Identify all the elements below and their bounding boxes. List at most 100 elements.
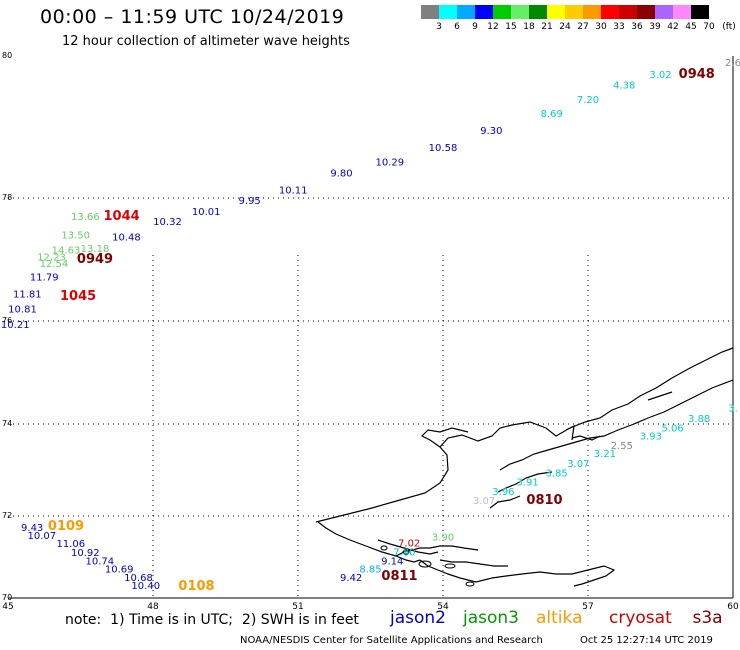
longitude-label: 48 — [147, 602, 159, 612]
color-scale-tick-label: (ft) — [722, 22, 736, 32]
note-text: note: 1) Time is in UTC; 2) SWH is in fe… — [65, 612, 359, 628]
color-swatch — [493, 5, 511, 19]
satellite-legend-s3a: s3a — [692, 608, 723, 628]
wave-height-value: 10.29 — [376, 157, 405, 168]
color-swatch — [457, 5, 475, 19]
wave-height-value: 9.30 — [480, 126, 502, 137]
wave-height-value: 3.07 — [473, 496, 495, 507]
color-scale-tick-label: 42 — [667, 22, 679, 32]
latitude-label: 76 — [2, 316, 12, 325]
color-scale-tick-label: 36 — [631, 22, 643, 32]
wave-height-value: 10.21 — [1, 320, 30, 331]
color-scale-tick-label: 27 — [577, 22, 589, 32]
wave-height-value: 7.80 — [393, 547, 415, 558]
wave-height-value: 10.69 — [105, 565, 134, 576]
wave-height-value: 3.02 — [649, 70, 671, 81]
color-scale-tick-label: 9 — [472, 22, 478, 32]
wave-height-value: 10.58 — [429, 143, 458, 154]
island-outline — [418, 560, 432, 568]
wave-height-value: 13.66 — [71, 212, 100, 223]
pass-time-label: 0109 — [48, 519, 84, 534]
latitude-label: 70 — [2, 593, 12, 602]
wave-height-value: 12.54 — [40, 259, 69, 270]
color-swatch — [565, 5, 583, 19]
wave-height-value: 11.81 — [13, 290, 42, 301]
color-swatch — [655, 5, 673, 19]
wave-height-value: 3.88 — [688, 414, 710, 425]
wave-height-value: 3. — [728, 404, 738, 415]
color-scale-tick-label: 39 — [649, 22, 661, 32]
footer-credit: NOAA/NESDIS Center for Satellite Applica… — [240, 635, 543, 646]
latitude-label: 72 — [2, 511, 12, 520]
wave-height-value: 10.40 — [131, 581, 160, 592]
color-swatch — [601, 5, 619, 19]
wave-height-value: 7.02 — [398, 538, 420, 549]
latitude-label: 74 — [2, 419, 12, 428]
wave-height-value: 12.23 — [37, 253, 66, 264]
color-scale-tick-label: 6 — [454, 22, 460, 32]
longitude-label: 54 — [437, 602, 449, 612]
wave-height-value: 3.07 — [567, 459, 589, 470]
coastline — [419, 559, 616, 587]
color-swatch — [673, 5, 691, 19]
wave-height-value: 13.50 — [61, 231, 90, 242]
footer-date: Oct 25 12:27:14 UTC 2019 — [580, 635, 713, 646]
wave-height-value: 9.43 — [21, 523, 43, 534]
wave-height-value: 11.79 — [30, 272, 59, 283]
wave-height-value: 10.07 — [28, 531, 57, 542]
wave-height-value: 3.96 — [492, 487, 514, 498]
wave-height-value: 10.92 — [71, 548, 100, 559]
color-scale-tick-label: 3 — [436, 22, 442, 32]
color-swatch — [583, 5, 601, 19]
pass-time-label: 0949 — [77, 252, 113, 267]
wave-height-value: 9.80 — [330, 169, 352, 180]
color-scale-bar — [421, 5, 709, 19]
wave-height-value: 3.90 — [432, 533, 454, 544]
wave-height-value: 10.74 — [86, 556, 115, 567]
color-swatch — [619, 5, 637, 19]
wave-height-value: 8.69 — [541, 109, 563, 120]
color-scale-tick-label: 24 — [559, 22, 571, 32]
island-outline — [380, 545, 388, 551]
wave-height-value: 9.42 — [340, 573, 362, 584]
wave-height-value: 10.81 — [8, 304, 37, 315]
wave-height-value: 13.18 — [81, 244, 110, 255]
color-scale-ticks: 3 6 9 12 15 18 21 24 27 30 33 36 39 42 45 70 (ft) — [421, 22, 740, 36]
wave-height-value: 4.38 — [613, 81, 635, 92]
wave-height-value: 10.32 — [153, 217, 182, 228]
wave-height-value: 3.21 — [594, 449, 616, 460]
coastline — [395, 545, 479, 557]
color-scale-tick-label: 12 — [487, 22, 499, 32]
satellite-legend-jason3: jason3 — [463, 608, 519, 628]
coastline — [439, 559, 508, 567]
color-swatch — [439, 5, 457, 19]
longitude-label: 60 — [727, 602, 739, 612]
color-scale-tick-label: 33 — [613, 22, 625, 32]
wave-height-value: 8.85 — [359, 565, 381, 576]
coastline — [317, 521, 421, 563]
color-swatch — [637, 5, 655, 19]
pass-time-label: 1045 — [60, 289, 96, 304]
color-swatch — [475, 5, 493, 19]
wave-height-value: 11.06 — [57, 539, 86, 550]
pass-time-label: 0811 — [381, 569, 417, 584]
coastline — [489, 495, 521, 509]
island-outline — [444, 563, 456, 569]
island-outline — [465, 581, 475, 587]
coastline — [420, 427, 469, 448]
color-swatch — [529, 5, 547, 19]
wave-height-value: 3.93 — [640, 432, 662, 443]
pass-time-label: 1044 — [103, 209, 139, 224]
latitude-label: 80 — [2, 51, 12, 60]
coastline — [315, 347, 734, 523]
longitude-label: 45 — [2, 602, 13, 612]
color-swatch — [511, 5, 529, 19]
wave-height-value: 2.6 — [725, 58, 740, 69]
color-scale-tick-label: 70 — [703, 22, 715, 32]
color-scale-tick-label: 45 — [685, 22, 697, 32]
coastline — [647, 391, 673, 401]
wave-height-value: 2.55 — [611, 441, 633, 452]
wave-height-value: 5.06 — [661, 423, 683, 434]
wave-height-value: 10.01 — [192, 207, 221, 218]
